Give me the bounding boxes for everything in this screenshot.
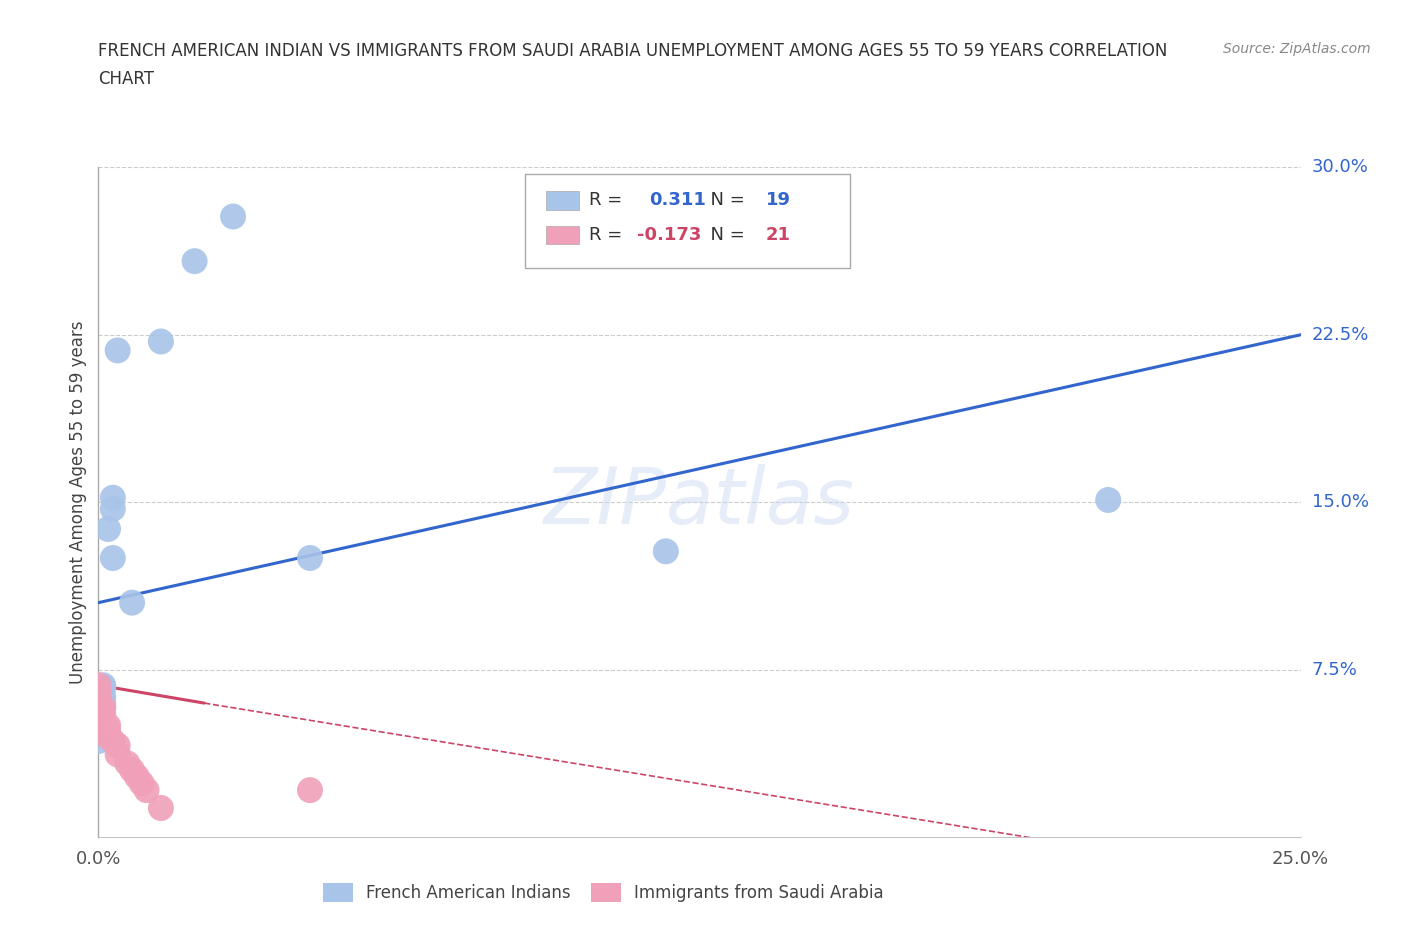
Text: -0.173: -0.173 (637, 226, 702, 244)
Point (149, 801, 172, 816)
Point (91, 680, 114, 695)
Text: N =: N = (699, 226, 751, 244)
Point (91, 689, 114, 704)
Point (97, 729, 120, 744)
FancyBboxPatch shape (546, 226, 579, 245)
Point (91, 707, 114, 722)
Text: 22.5%: 22.5% (1312, 326, 1369, 344)
Point (87, 684, 110, 699)
Point (87, 696, 110, 711)
Text: 0.311: 0.311 (650, 192, 706, 209)
Text: 30.0%: 30.0% (1312, 158, 1368, 177)
Text: 7.5%: 7.5% (1312, 660, 1358, 679)
Text: N =: N = (699, 192, 751, 209)
Point (121, 763, 143, 777)
Legend: French American Indians, Immigrants from Saudi Arabia: French American Indians, Immigrants from… (316, 876, 890, 909)
Point (97, 718, 120, 733)
FancyBboxPatch shape (546, 191, 579, 209)
Text: FRENCH AMERICAN INDIAN VS IMMIGRANTS FROM SAUDI ARABIA UNEMPLOYMENT AMONG AGES 5: FRENCH AMERICAN INDIAN VS IMMIGRANTS FRO… (98, 42, 1168, 60)
Point (87, 696, 110, 711)
Text: R =: R = (589, 226, 628, 244)
Point (87, 678, 110, 693)
Point (91, 700, 114, 715)
Point (107, 738, 129, 753)
FancyBboxPatch shape (526, 174, 849, 268)
Point (121, 595, 143, 610)
Point (183, 254, 205, 269)
Point (149, 334, 172, 349)
Text: 19: 19 (766, 192, 790, 209)
Point (1097, 493, 1119, 508)
Point (222, 209, 245, 224)
Point (101, 551, 124, 565)
Point (131, 776, 153, 790)
Text: CHART: CHART (98, 70, 155, 87)
Point (91, 713, 114, 728)
Point (97, 723, 120, 737)
Point (655, 544, 678, 559)
Point (298, 551, 321, 565)
Point (117, 756, 139, 771)
Point (101, 490, 124, 505)
Point (107, 747, 129, 762)
Point (101, 734, 124, 749)
Point (97, 522, 120, 537)
Text: 21: 21 (766, 226, 790, 244)
Text: ZIPatlas: ZIPatlas (544, 464, 855, 540)
Point (125, 769, 148, 784)
Point (101, 501, 124, 516)
Text: R =: R = (589, 192, 628, 209)
Point (87, 702, 110, 717)
Point (87, 689, 110, 704)
Point (135, 783, 157, 798)
Point (91, 696, 114, 711)
Point (91, 723, 114, 737)
Y-axis label: Unemployment Among Ages 55 to 59 years: Unemployment Among Ages 55 to 59 years (69, 321, 87, 684)
Text: 15.0%: 15.0% (1312, 493, 1368, 512)
Point (91, 678, 114, 693)
Point (87, 734, 110, 749)
Point (107, 343, 129, 358)
Text: Source: ZipAtlas.com: Source: ZipAtlas.com (1223, 42, 1371, 56)
Point (298, 783, 321, 798)
